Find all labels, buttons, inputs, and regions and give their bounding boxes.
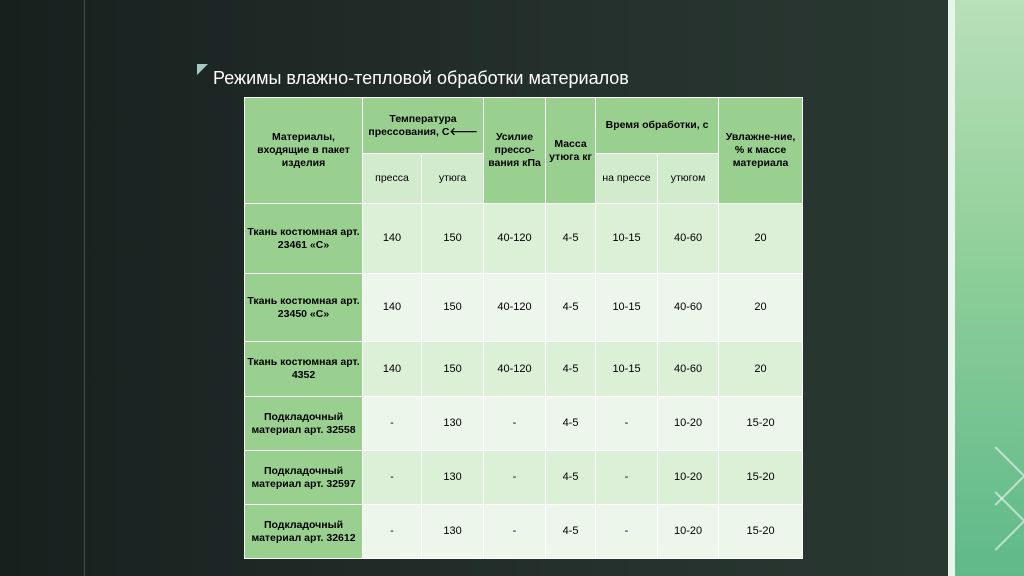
subheader-temp-iron: утюга	[420, 153, 485, 204]
moisture-value: 20	[718, 273, 804, 342]
material-name: Ткань костюмная арт. 23461 «С»	[244, 203, 363, 274]
temp-iron-value: 130	[420, 396, 485, 451]
iron-mass-value: 4-5	[545, 396, 597, 451]
temp-press-value: 140	[362, 273, 422, 342]
material-name: Подкладочный материал арт. 32612	[244, 504, 363, 559]
moisture-value: 15-20	[718, 504, 804, 559]
time-iron-value: 40-60	[657, 203, 720, 274]
time-iron-value: 10-20	[657, 396, 720, 451]
iron-mass-value: 4-5	[545, 504, 597, 559]
header-temperature-label: Температура прессования, С	[368, 112, 457, 138]
table-row: Подкладочный материал арт. 32597 - 130 -…	[244, 450, 804, 505]
material-name: Подкладочный материал арт. 32597	[244, 450, 363, 505]
press-force-value: -	[483, 396, 547, 451]
temp-iron-value: 150	[420, 203, 485, 274]
header-iron-mass: Масса утюга кг	[545, 97, 597, 204]
subheader-temp-press: пресса	[362, 153, 422, 204]
time-press-value: 10-15	[595, 273, 659, 342]
time-press-value: 10-15	[595, 203, 659, 274]
left-arrow-icon: 🡐	[449, 125, 478, 138]
temp-press-value: -	[362, 450, 422, 505]
material-name: Ткань костюмная арт. 23450 «С»	[244, 273, 363, 342]
header-materials: Материалы, входящие в пакет изделия	[244, 97, 363, 204]
header-press-force: Усилие прессо-вания кПа	[483, 97, 547, 204]
subheader-time-iron: утюгом	[657, 153, 720, 204]
time-press-value: -	[595, 450, 659, 505]
temp-iron-value: 130	[420, 504, 485, 559]
time-press-value: -	[595, 504, 659, 559]
header-temperature: Температура прессования, С🡐	[361, 97, 485, 154]
moisture-value: 20	[718, 203, 804, 274]
press-force-value: 40-120	[483, 203, 547, 274]
table-row: Ткань костюмная арт. 23450 «С» 140 150 4…	[244, 273, 804, 342]
header-processing-time: Время обработки, с	[595, 97, 720, 154]
table-row: Ткань костюмная арт. 4352 140 150 40-120…	[244, 341, 804, 397]
moisture-value: 20	[718, 341, 804, 397]
table-row: Ткань костюмная арт. 23461 «С» 140 150 4…	[244, 203, 804, 274]
processing-regimes-table: Материалы, входящие в пакет изделия Темп…	[244, 97, 804, 559]
iron-mass-value: 4-5	[545, 341, 597, 397]
temp-iron-value: 150	[420, 341, 485, 397]
decorative-side-band	[955, 0, 1024, 576]
moisture-value: 15-20	[718, 396, 804, 451]
temp-press-value: -	[362, 396, 422, 451]
press-force-value: -	[483, 450, 547, 505]
title-corner-icon	[197, 64, 208, 75]
temp-iron-value: 150	[420, 273, 485, 342]
iron-mass-value: 4-5	[545, 273, 597, 342]
time-iron-value: 10-20	[657, 504, 720, 559]
iron-mass-value: 4-5	[545, 203, 597, 274]
iron-mass-value: 4-5	[545, 450, 597, 505]
table-row: Подкладочный материал арт. 32558 - 130 -…	[244, 396, 804, 451]
subheader-time-press: на прессе	[595, 153, 659, 204]
press-force-value: 40-120	[483, 273, 547, 342]
temp-iron-value: 130	[420, 450, 485, 505]
time-iron-value: 40-60	[657, 273, 720, 342]
temp-press-value: 140	[362, 203, 422, 274]
temp-press-value: 140	[362, 341, 422, 397]
temp-press-value: -	[362, 504, 422, 559]
material-name: Ткань костюмная арт. 4352	[244, 341, 363, 397]
material-name: Подкладочный материал арт. 32558	[244, 396, 363, 451]
time-press-value: 10-15	[595, 341, 659, 397]
time-iron-value: 40-60	[657, 341, 720, 397]
time-iron-value: 10-20	[657, 450, 720, 505]
moisture-value: 15-20	[718, 450, 804, 505]
press-force-value: 40-120	[483, 341, 547, 397]
press-force-value: -	[483, 504, 547, 559]
header-moisture: Увлажне-ние, % к массе материала	[718, 97, 804, 204]
slide-title: Режимы влажно-тепловой обработки материа…	[213, 68, 629, 88]
side-band-edge	[948, 0, 955, 576]
time-press-value: -	[595, 396, 659, 451]
table-row: Подкладочный материал арт. 32612 - 130 -…	[244, 504, 804, 559]
frame-divider-line	[84, 0, 85, 576]
